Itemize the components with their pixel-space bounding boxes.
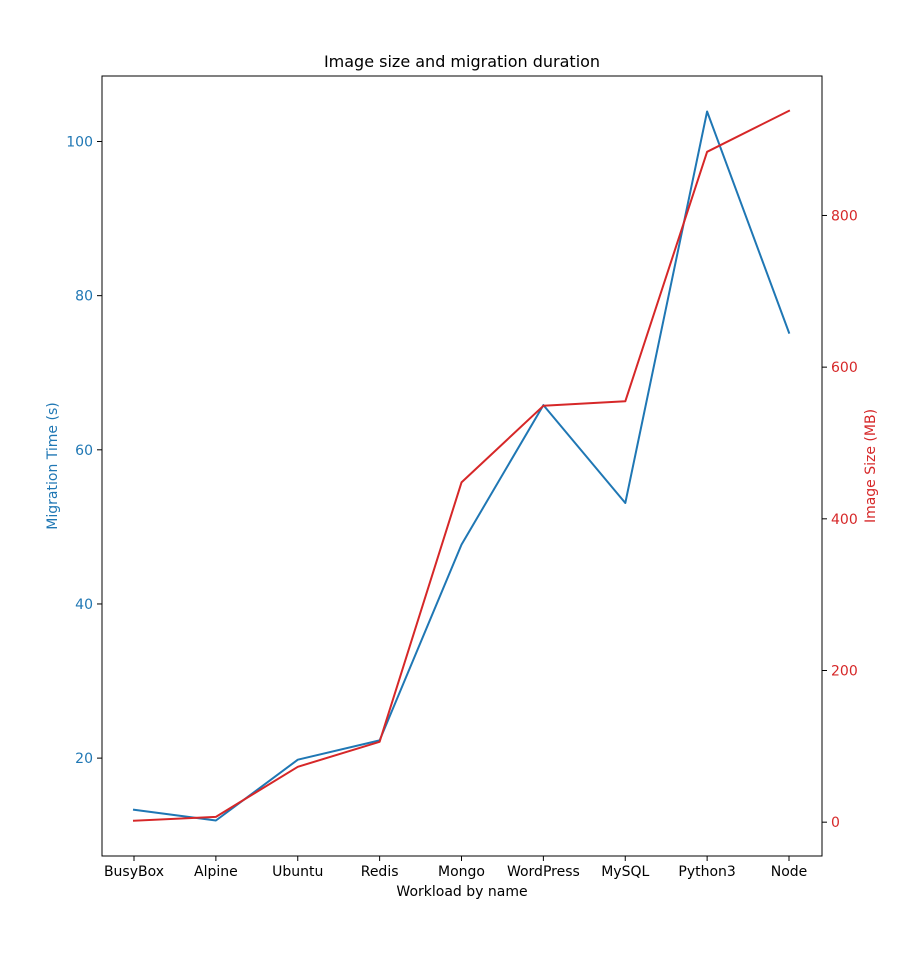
x-tick-label: Alpine (194, 864, 238, 880)
right-y-tick-label: 600 (831, 360, 858, 376)
left-y-tick-label: 60 (75, 443, 93, 459)
x-tick-label: BusyBox (104, 864, 164, 880)
left-y-tick-label: 100 (66, 135, 93, 151)
left-y-axis-ticks: 20 40 60 80 100 (66, 135, 102, 767)
x-axis-label: Workload by name (396, 884, 527, 900)
series-lines (132, 109, 791, 822)
x-tick-label: Redis (361, 864, 399, 880)
x-tick-label: Mongo (438, 864, 485, 880)
left-y-tick-label: 40 (75, 597, 93, 613)
left-y-tick-label: 80 (75, 289, 93, 305)
x-tick-label: WordPress (507, 864, 580, 880)
migration-time-line (132, 110, 791, 822)
right-y-tick-label: 800 (831, 208, 858, 224)
x-tick-label: Python3 (678, 864, 735, 880)
chart-title: Image size and migration duration (324, 52, 600, 71)
plot-frame (101, 75, 823, 857)
x-tick-label: Ubuntu (272, 864, 323, 880)
right-y-tick-label: 200 (831, 663, 858, 679)
image-size-line (132, 109, 791, 822)
x-tick-label: Node (771, 864, 808, 880)
left-y-axis-label: Migration Time (s) (45, 402, 61, 529)
right-y-tick-label: 0 (831, 815, 840, 831)
right-y-axis-label: Image Size (MB) (863, 409, 879, 523)
plot-area (101, 75, 823, 857)
right-y-tick-label: 400 (831, 512, 858, 528)
right-y-axis-ticks: 0 200 400 600 800 (822, 208, 858, 831)
x-tick-label: MySQL (601, 864, 649, 880)
x-axis-ticks: BusyBox Alpine Ubuntu Redis Mongo WordPress My… (104, 856, 807, 880)
left-y-tick-label: 20 (75, 751, 93, 767)
